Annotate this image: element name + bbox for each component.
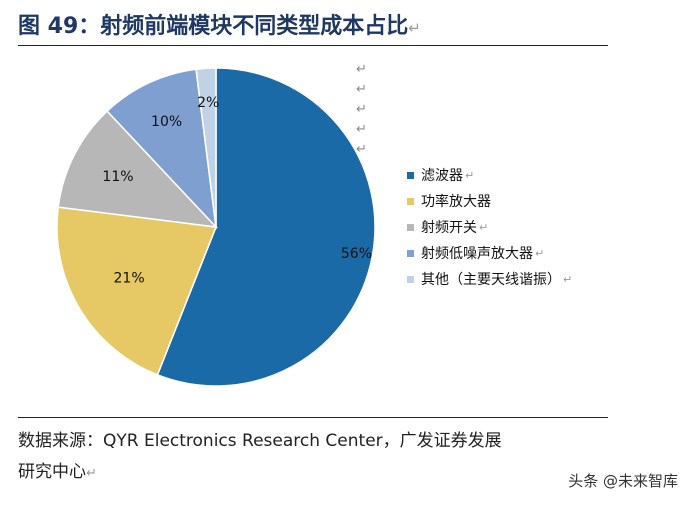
- legend-swatch: [407, 223, 414, 231]
- pie-data-label: 56%: [341, 246, 372, 262]
- legend-item-other: 其他（主要天线谐振） ↵: [407, 266, 572, 292]
- legend-item-lna: 射频低噪声放大器 ↵: [407, 240, 572, 266]
- pie-data-label: 11%: [102, 169, 133, 185]
- source-line: 数据来源：QYR Electronics Research Center，广发证…: [18, 431, 502, 451]
- legend-swatch: [407, 275, 414, 283]
- legend-item-rf-switch: 射频开关 ↵: [407, 214, 572, 240]
- legend-label: 滤波器: [421, 168, 463, 184]
- return-mark-icon: ↵: [563, 272, 573, 286]
- top-rule: [18, 45, 608, 46]
- pie-slice: [195, 67, 217, 228]
- legend-label: 射频低噪声放大器: [421, 246, 533, 262]
- source-line-2: 研究中心↵: [18, 457, 618, 489]
- watermark: 头条 @未来智库: [568, 472, 678, 490]
- legend-item-filter: 滤波器 ↵: [407, 162, 572, 188]
- return-mark-icon: ↵: [356, 142, 367, 157]
- return-mark-icon: ↵: [356, 62, 367, 77]
- pie-data-label: 10%: [151, 114, 182, 130]
- legend-swatch: [407, 249, 414, 257]
- pie-data-label: 2%: [197, 95, 219, 111]
- return-mark-icon: ↵: [356, 102, 367, 117]
- legend-label: 其他（主要天线谐振）: [421, 272, 561, 288]
- figure-title-text: 图 49：射频前端模块不同类型成本占比: [18, 14, 409, 39]
- pie-slice: [57, 110, 218, 229]
- pie-data-label: 21%: [114, 270, 145, 286]
- return-mark-icon: ↵: [356, 82, 367, 97]
- return-mark-icon: ↵: [356, 122, 367, 137]
- pie-slice: [56, 206, 218, 376]
- return-mark-icon: ↵: [408, 19, 421, 37]
- legend-item-power-amplifier: 功率放大器: [407, 188, 572, 214]
- legend-swatch: [407, 171, 414, 179]
- return-mark-icon: ↵: [535, 246, 545, 260]
- paragraph-marks: ↵ ↵ ↵ ↵ ↵: [356, 60, 376, 160]
- legend-swatch: [407, 197, 414, 205]
- return-mark-icon: ↵: [465, 168, 475, 182]
- source-line-text: 研究中心: [18, 462, 86, 482]
- chart-legend: 滤波器 ↵ 功率放大器 射频开关 ↵ 射频低噪声放大器 ↵ 其他（主要天线谐振） ↵: [407, 162, 572, 292]
- legend-label: 射频开关: [421, 220, 477, 236]
- source-note: 数据来源：QYR Electronics Research Center，广发证…: [18, 426, 618, 489]
- legend-label: 功率放大器: [421, 194, 491, 210]
- return-mark-icon: ↵: [479, 220, 489, 234]
- pie-slice: [156, 67, 376, 387]
- pie-slice: [106, 68, 218, 230]
- return-mark-icon: ↵: [86, 466, 97, 481]
- bottom-rule: [18, 417, 608, 418]
- figure-title: 图 49：射频前端模块不同类型成本占比↵: [18, 8, 421, 40]
